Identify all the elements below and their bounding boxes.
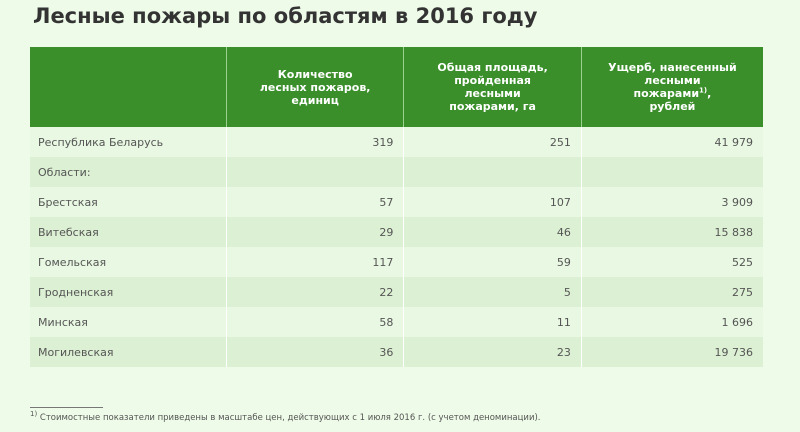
footnote-divider	[30, 407, 103, 408]
burned-area: 23	[403, 337, 582, 367]
region-name: Брестская	[30, 187, 227, 217]
burned-area: 59	[403, 247, 582, 277]
fire-count: 319	[226, 127, 404, 157]
table-row: Гродненская 22 5 275	[30, 277, 763, 307]
burned-area	[403, 157, 582, 187]
damage-amount: 1 696	[580, 307, 763, 337]
forest-fires-table: Количество лесных пожаров, единиц Общая …	[30, 47, 763, 367]
damage-amount: 15 838	[580, 217, 763, 247]
region-name: Могилевская	[30, 337, 227, 367]
fire-count: 57	[226, 187, 404, 217]
header-burned-area: Общая площадь, пройденная лесными пожара…	[403, 47, 582, 127]
table-row: Брестская 57 107 3 909	[30, 187, 763, 217]
damage-amount: 525	[580, 247, 763, 277]
header-region	[30, 47, 227, 127]
fire-count: 117	[226, 247, 404, 277]
table-row: Области:	[30, 157, 763, 187]
fire-count: 58	[226, 307, 404, 337]
region-name: Области:	[30, 157, 227, 187]
table-header-row: Количество лесных пожаров, единиц Общая …	[30, 47, 763, 127]
burned-area: 251	[403, 127, 582, 157]
fire-count: 22	[226, 277, 404, 307]
fire-count: 36	[226, 337, 404, 367]
fire-count: 29	[226, 217, 404, 247]
footnote-text: Стоимостные показатели приведены в масшт…	[39, 413, 541, 423]
table-row: Могилевская 36 23 19 736	[30, 337, 763, 367]
table-row: Гомельская 117 59 525	[30, 247, 763, 277]
region-name: Минская	[30, 307, 227, 337]
region-name: Республика Беларусь	[30, 127, 227, 157]
burned-area: 46	[403, 217, 582, 247]
header-fire-count: Количество лесных пожаров, единиц	[226, 47, 404, 127]
damage-amount: 19 736	[580, 337, 763, 367]
damage-amount	[580, 157, 763, 187]
region-name: Гродненская	[30, 277, 227, 307]
region-name: Гомельская	[30, 247, 227, 277]
region-name: Витебская	[30, 217, 227, 247]
footnote: 1) Стоимостные показатели приведены в ма…	[30, 410, 541, 423]
burned-area: 5	[403, 277, 582, 307]
damage-amount: 41 979	[580, 127, 763, 157]
page-title: Лесные пожары по областям в 2016 году	[33, 4, 538, 28]
header-damage: Ущерб, нанесенный лесными пожарами1), ру…	[580, 47, 763, 127]
table-row: Республика Беларусь 319 251 41 979	[30, 127, 763, 157]
table-row: Витебская 29 46 15 838	[30, 217, 763, 247]
footnote-marker: 1)	[30, 410, 38, 419]
damage-amount: 275	[580, 277, 763, 307]
fire-count	[226, 157, 404, 187]
burned-area: 11	[403, 307, 582, 337]
burned-area: 107	[403, 187, 582, 217]
damage-amount: 3 909	[580, 187, 763, 217]
table-row: Минская 58 11 1 696	[30, 307, 763, 337]
footnote-marker: 1)	[699, 86, 708, 95]
